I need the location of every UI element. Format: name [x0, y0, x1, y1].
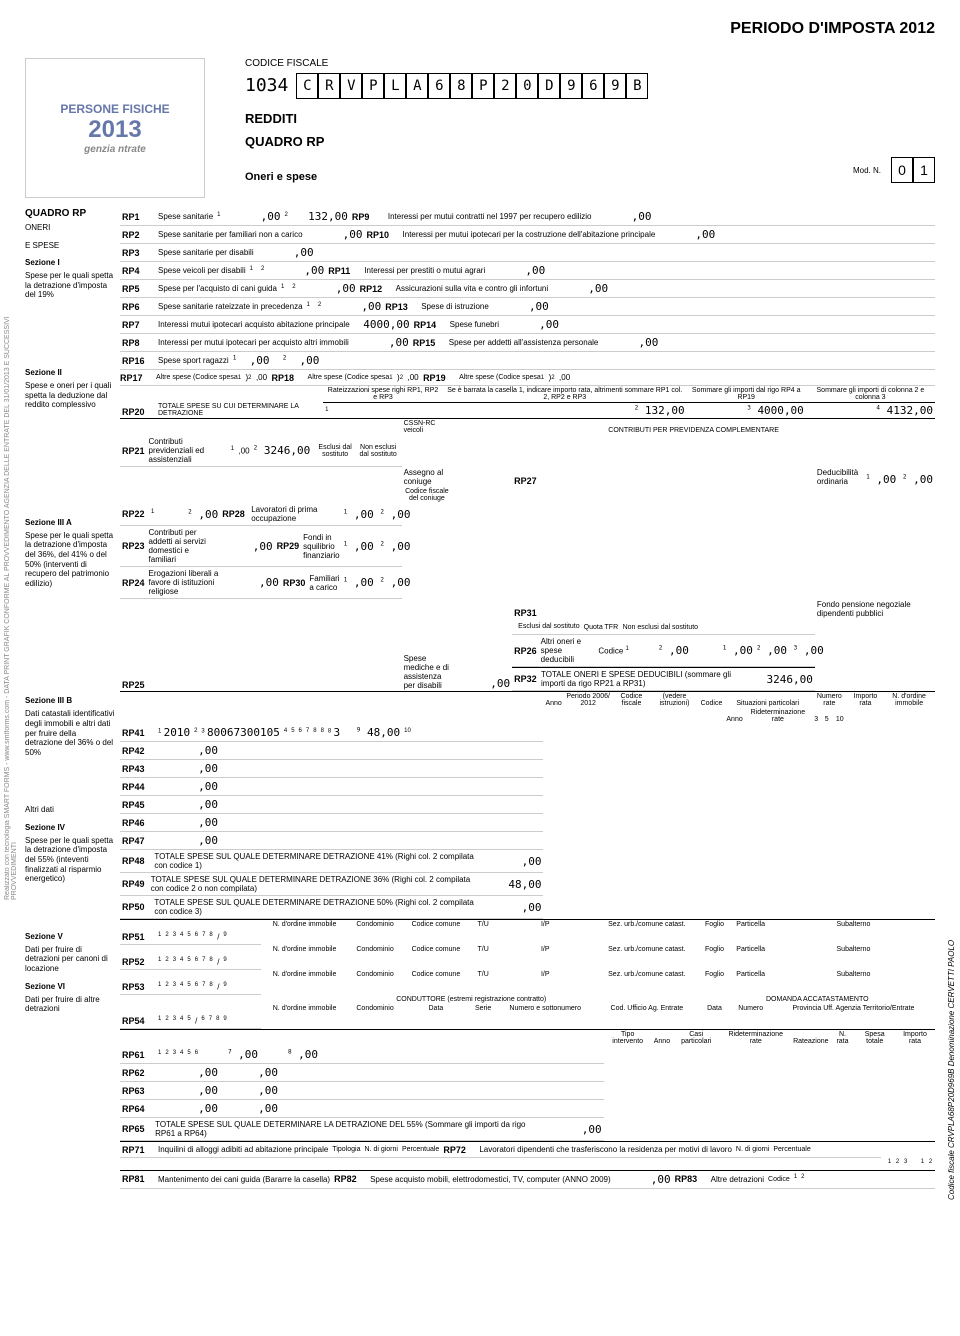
modn-char: 1 — [913, 157, 935, 183]
quadro-label: QUADRO RP — [245, 134, 935, 149]
section-5: RP71Inquilini di alloggi adibiti ad abit… — [120, 1141, 935, 1170]
section-6: RP81Mantenimento dei cani guida (Bararre… — [120, 1170, 935, 1189]
cf-char: P — [362, 73, 384, 99]
header: PERSONE FISICHE 2013 genzia ntrate CODIC… — [25, 58, 935, 198]
cf-char: C — [296, 73, 318, 99]
modn-boxes: 01 — [891, 157, 935, 183]
cf-char: 2 — [494, 73, 516, 99]
section-3a: Anno Periodo 2006/ 2012 Codice fiscale (… — [120, 691, 935, 919]
oneri-label: Oneri e spese — [245, 171, 317, 183]
cf-char: 9 — [604, 73, 626, 99]
section-3b: N. d'ordine immobile Condominio Codice c… — [120, 919, 935, 1029]
redditi-label: REDDITI — [245, 111, 935, 126]
logo: PERSONE FISICHE 2013 genzia ntrate — [25, 58, 205, 198]
cf-char: P — [472, 73, 494, 99]
right-margin-text: Codice fiscale CRVPLA68P20D969B Denomina… — [947, 800, 956, 1200]
row-rp20: RP20TOTALE SPESE SU CUI DETERMINARE LA D… — [120, 386, 935, 418]
sidebar: QUADRO RP ONERI E SPESE Sezione I Spese … — [25, 208, 120, 1189]
cf-char: 9 — [560, 73, 582, 99]
section-4: Tipo intervento Anno Casi particolari Ri… — [120, 1029, 935, 1141]
cf-char: B — [626, 73, 648, 99]
page: Realizzato con tecnologia SMART FORMS - … — [0, 0, 960, 1209]
cf-label: CODICE FISCALE — [245, 58, 935, 69]
left-margin-text: Realizzato con tecnologia SMART FORMS - … — [4, 300, 18, 900]
cf-char: 6 — [428, 73, 450, 99]
body: QUADRO RP ONERI E SPESE Sezione I Spese … — [25, 208, 935, 1189]
cf-char: A — [406, 73, 428, 99]
cf-char: 6 — [582, 73, 604, 99]
section-2: CSSN-RC veicoliCONTRIBUTI PER PREVIDENZA… — [120, 418, 935, 691]
periodo-title: PERIODO D'IMPOSTA 2012 — [25, 20, 935, 38]
cf-char: 8 — [450, 73, 472, 99]
row-rp17-19: RP17Altre spese (Codice spesa1 )2 ,00 RP… — [120, 370, 935, 386]
cf-prefix: 1034 — [245, 73, 288, 99]
cf-char: R — [318, 73, 340, 99]
modn-label: Mod. N. — [853, 166, 881, 175]
cf-char: D — [538, 73, 560, 99]
content: RP1Spese sanitarie1,002132,00 RP9Interes… — [120, 208, 935, 1189]
cf-char: L — [384, 73, 406, 99]
cf-boxes: CRVPLA68P20D969B — [296, 73, 648, 99]
cf-char: 0 — [516, 73, 538, 99]
modn-char: 0 — [891, 157, 913, 183]
cf-char: V — [340, 73, 362, 99]
section-1: RP1Spese sanitarie1,002132,00 RP9Interes… — [120, 208, 935, 370]
